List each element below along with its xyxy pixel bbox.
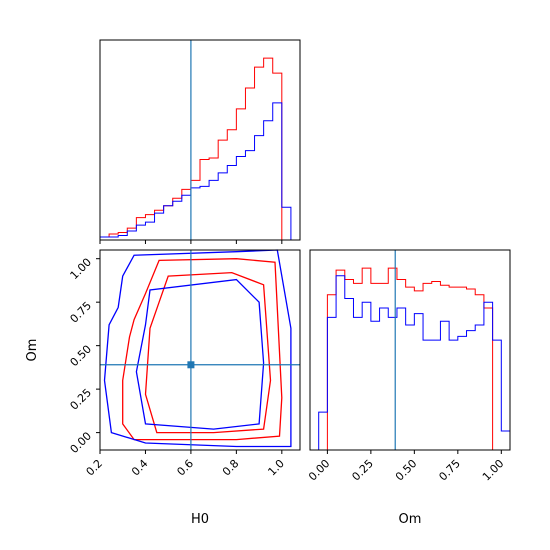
- histogram-h0-series-blue: [99, 102, 300, 241]
- histogram-om-x-label: 0.50: [393, 457, 420, 484]
- truth-point: [187, 361, 195, 369]
- histogram-om-x-label: 0.25: [349, 457, 376, 484]
- histogram-om-series-red: [310, 267, 510, 451]
- histogram-h0-series: [99, 57, 300, 241]
- contour-x-label: 0.4: [129, 457, 151, 479]
- contour-x-label: 0.8: [220, 457, 242, 479]
- contour-blue-3: [135, 278, 265, 430]
- histogram-h0-frame: [99, 39, 301, 241]
- contour-y-label: 0.00: [68, 430, 95, 457]
- histogram-om-x-label: 0.00: [306, 457, 333, 484]
- histogram-om-x-label: 1.00: [480, 457, 507, 484]
- histogram-h0-ticks: [99, 240, 283, 244]
- histogram-om-series: [310, 267, 511, 451]
- histogram-om-frame: [309, 249, 511, 451]
- contour-red-1: [144, 271, 272, 434]
- contour-x-label: 0.2: [84, 457, 106, 479]
- contour-y-label: 1.00: [68, 256, 95, 283]
- contour-panel: 0.2 0.4 0.6 0.8 1.0 0.00 0.25 0.50 0.75 1.00: [68, 249, 301, 478]
- contour-x-label: 1.0: [265, 457, 287, 479]
- contour-series: [103, 249, 292, 448]
- contour-y-label: 0.50: [68, 343, 95, 370]
- histogram-om-series-blue: [310, 275, 511, 451]
- contour-y-ticks: 0.00 0.25 0.50 0.75 1.00: [68, 256, 100, 456]
- histogram-h0-panel: [99, 39, 301, 244]
- histogram-h0-series-red: [99, 57, 300, 241]
- contour-frame: [99, 249, 301, 451]
- contour-y-label: 0.25: [68, 386, 95, 413]
- histogram-om-x-ticks: 0.00 0.25 0.50 0.75 1.00: [306, 450, 506, 483]
- y-axis-label-om: Om: [25, 339, 40, 362]
- histogram-om-panel: 0.00 0.25 0.50 0.75 1.00: [306, 249, 511, 483]
- contour-y-label: 0.75: [68, 299, 95, 326]
- contour-x-label: 0.6: [174, 457, 196, 479]
- x-axis-label-h0: H0: [191, 512, 209, 527]
- x-axis-label-om: Om: [399, 512, 422, 527]
- contour-red-0: [122, 258, 283, 441]
- contour-x-ticks: 0.2 0.4 0.6 0.8 1.0: [84, 450, 287, 478]
- histogram-om-x-label: 0.75: [436, 457, 463, 484]
